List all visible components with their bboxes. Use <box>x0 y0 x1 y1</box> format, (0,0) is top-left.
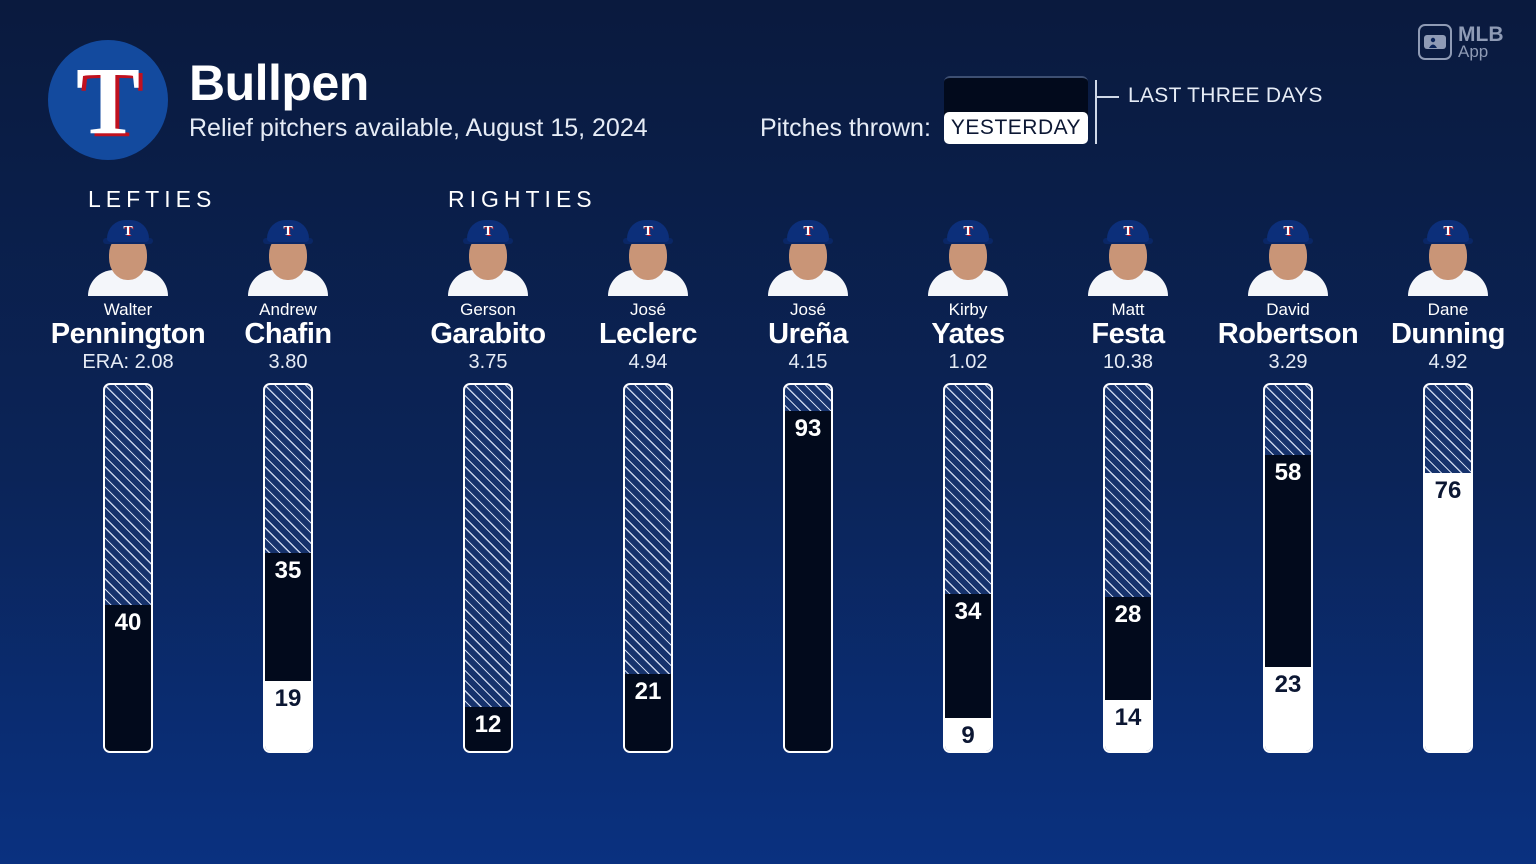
bar-segment-last-three-days: 28 <box>1105 597 1151 700</box>
player-era: 4.15 <box>788 351 828 373</box>
legend-last-three-days-label: LAST THREE DAYS <box>1128 84 1323 107</box>
bar-value-last-three-days: 21 <box>634 678 662 706</box>
bar-segment-yesterday: 9 <box>945 718 991 751</box>
pitch-count-bar: 40 <box>103 383 153 753</box>
page-subtitle: Relief pitchers available, August 15, 20… <box>189 114 648 142</box>
bar-segment-last-three-days: 35 <box>265 553 311 682</box>
bar-value-yesterday: 23 <box>1274 670 1302 698</box>
player-last-name: Garabito <box>430 318 546 350</box>
pitcher-card: T Andrew Chafin 3.80 <box>208 216 368 374</box>
pitch-count-bar: 35 19 <box>263 383 313 753</box>
pitch-count-bar: 34 9 <box>943 383 993 753</box>
player-first-name: José <box>790 300 826 319</box>
player-headshot: T <box>88 216 168 296</box>
player-headshot: T <box>1408 216 1488 296</box>
bar-segment-yesterday: 76 <box>1425 472 1471 751</box>
pitcher-card: T Dane Dunning 4.92 <box>1368 216 1528 374</box>
team-logo: T <box>48 40 168 160</box>
player-headshot: T <box>928 216 1008 296</box>
player-headshot: T <box>248 216 328 296</box>
player-first-name: Dane <box>1427 300 1469 319</box>
pitcher-card: T Matt Festa 10.38 <box>1048 216 1208 374</box>
player-first-name: José <box>630 300 666 319</box>
player-last-name: Yates <box>931 318 1005 350</box>
bar-segment-yesterday: 19 <box>265 681 311 751</box>
bar-value-last-three-days: 58 <box>1274 458 1302 486</box>
bar-segment-last-three-days: 34 <box>945 593 991 719</box>
bar-segment-last-three-days: 40 <box>105 604 151 751</box>
pitch-count-bar: 58 23 <box>1263 383 1313 753</box>
bar-segment-last-three-days: 58 <box>1265 454 1311 667</box>
bar-value-yesterday: 9 <box>961 722 975 750</box>
bar-value-last-three-days: 93 <box>794 414 822 442</box>
player-last-name: Robertson <box>1217 318 1359 350</box>
bar-segment-last-three-days: 21 <box>625 674 671 751</box>
legend-swatch-yesterday: YESTERDAY <box>944 112 1088 144</box>
player-first-name: Kirby <box>948 300 988 319</box>
player-era: ERA: 2.08 <box>82 351 174 373</box>
bar-value-last-three-days: 40 <box>114 608 142 636</box>
player-era: 10.38 <box>1102 351 1154 373</box>
bar-value-last-three-days: 34 <box>954 597 982 625</box>
team-logo-letter: T <box>75 47 141 154</box>
player-last-name: Ureña <box>768 318 848 350</box>
bar-value-last-three-days: 28 <box>1114 601 1142 629</box>
player-last-name: Chafin <box>244 318 332 350</box>
player-era: 4.94 <box>628 351 668 373</box>
mlb-app-subtext: App <box>1458 42 1489 61</box>
pitcher-card: T Walter Pennington ERA: 2.08 <box>48 216 208 374</box>
player-era: 1.02 <box>948 351 988 373</box>
bar-segment-last-three-days: 12 <box>465 707 511 751</box>
player-first-name: David <box>1266 300 1310 319</box>
pitch-count-bar: 93 <box>783 383 833 753</box>
player-era: 3.75 <box>468 351 508 373</box>
bar-value-yesterday: 76 <box>1434 476 1462 504</box>
pitcher-card: T Gerson Garabito 3.75 <box>408 216 568 374</box>
pitcher-card: T David Robertson 3.29 <box>1208 216 1368 374</box>
bar-segment-last-three-days: 93 <box>785 410 831 751</box>
bar-value-last-three-days: 35 <box>274 557 302 585</box>
player-first-name: Walter <box>103 300 153 319</box>
player-last-name: Dunning <box>1390 318 1506 350</box>
pitcher-card: T José Leclerc 4.94 <box>568 216 728 374</box>
bar-segment-yesterday: 14 <box>1105 699 1151 751</box>
player-era: 3.29 <box>1268 351 1308 373</box>
pitcher-card: T Kirby Yates 1.02 <box>888 216 1048 374</box>
mlb-app-badge: MLB App <box>1418 24 1504 60</box>
player-first-name: Gerson <box>460 300 516 319</box>
bar-value-last-three-days: 12 <box>474 711 502 739</box>
player-last-name: Festa <box>1091 318 1165 350</box>
legend-bracket <box>1095 80 1097 144</box>
bar-value-yesterday: 14 <box>1114 703 1142 731</box>
bar-segment-yesterday: 23 <box>1265 666 1311 751</box>
player-first-name: Matt <box>1111 300 1145 319</box>
player-first-name: Andrew <box>259 300 317 319</box>
player-era: 3.80 <box>268 351 308 373</box>
page-title: Bullpen <box>189 55 369 111</box>
player-era: 4.92 <box>1428 351 1468 373</box>
mlb-app-text: MLB <box>1458 23 1504 46</box>
pitcher-card: T José Ureña 4.15 <box>728 216 888 374</box>
player-headshot: T <box>768 216 848 296</box>
pitch-count-bar: 76 <box>1423 383 1473 753</box>
player-headshot: T <box>1088 216 1168 296</box>
player-last-name: Leclerc <box>598 318 698 350</box>
legend-bracket-tick <box>1097 96 1119 98</box>
player-last-name: Pennington <box>50 318 206 350</box>
pitch-count-bar: 28 14 <box>1103 383 1153 753</box>
player-headshot: T <box>448 216 528 296</box>
group-label-lefties: LEFTIES <box>88 186 217 212</box>
player-headshot: T <box>608 216 688 296</box>
pitch-count-bar: 12 <box>463 383 513 753</box>
bar-value-yesterday: 19 <box>274 685 302 713</box>
player-headshot: T <box>1248 216 1328 296</box>
mlb-logo-icon <box>1418 24 1452 60</box>
pitch-count-bar: 21 <box>623 383 673 753</box>
legend-label: Pitches thrown: <box>760 114 931 142</box>
group-label-righties: RIGHTIES <box>448 186 597 212</box>
